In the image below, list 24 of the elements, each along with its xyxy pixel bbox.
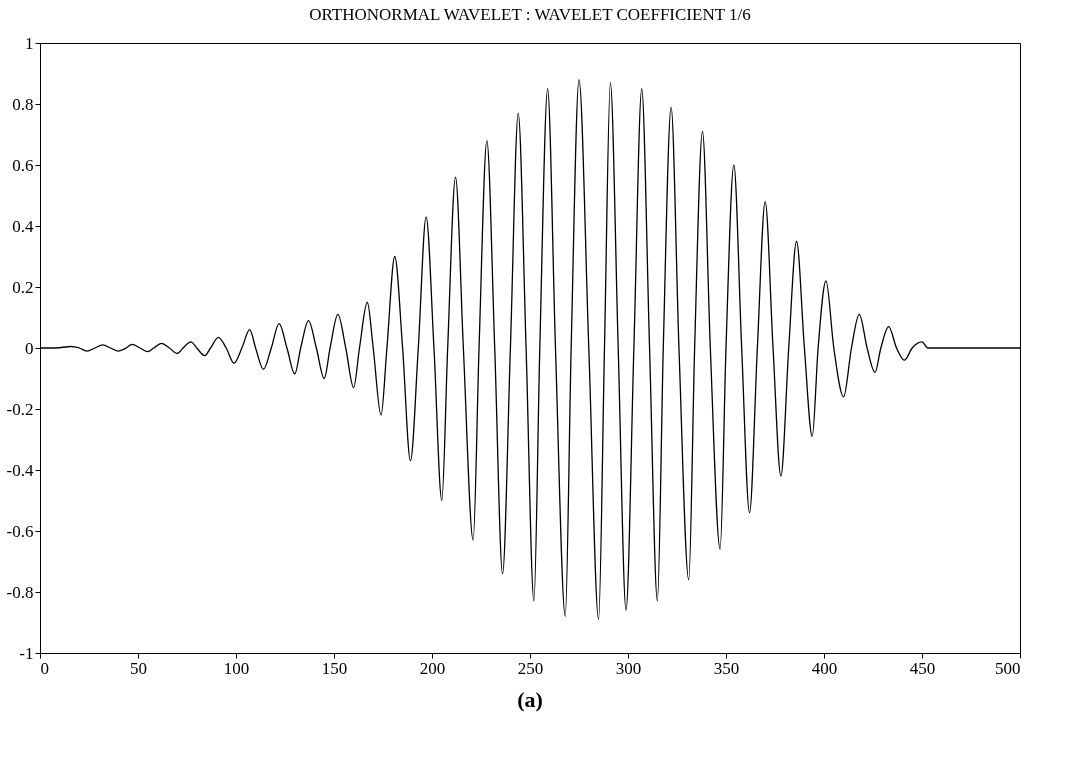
x-tick-label: 200 <box>419 658 446 678</box>
x-tick-label: 400 <box>811 658 838 678</box>
x-tick-label: 250 <box>517 658 544 678</box>
y-tick-label: -0.6 <box>6 521 34 541</box>
y-tick-label: 0 <box>25 338 34 358</box>
text: (a) <box>517 687 543 712</box>
y-tick-label: -0.4 <box>6 460 34 480</box>
y-tick-label: -0.8 <box>6 582 34 602</box>
x-tick-label: 500 <box>995 658 1021 678</box>
y-tick-label: 1 <box>25 33 34 53</box>
x-tick-label: 50 <box>130 658 147 678</box>
x-tick-label: 100 <box>223 658 250 678</box>
y-tick-label: -1 <box>19 643 34 663</box>
y-tick-label: 0.2 <box>12 277 34 297</box>
y-tick-label: 0.6 <box>12 155 34 175</box>
x-tick-label: 0 <box>40 658 49 678</box>
x-tick-label: 150 <box>321 658 348 678</box>
x-tick-label: 300 <box>615 658 642 678</box>
y-tick-label: 0.8 <box>12 94 34 114</box>
y-tick-label: 0.4 <box>12 216 34 236</box>
x-tick-label: 450 <box>909 658 936 678</box>
x-tick-label: 350 <box>713 658 740 678</box>
y-tick-label: -0.2 <box>6 399 34 419</box>
chart-title: ORTHONORMAL WAVELET : WAVELET COEFFICIENT 1/6 <box>309 5 751 24</box>
